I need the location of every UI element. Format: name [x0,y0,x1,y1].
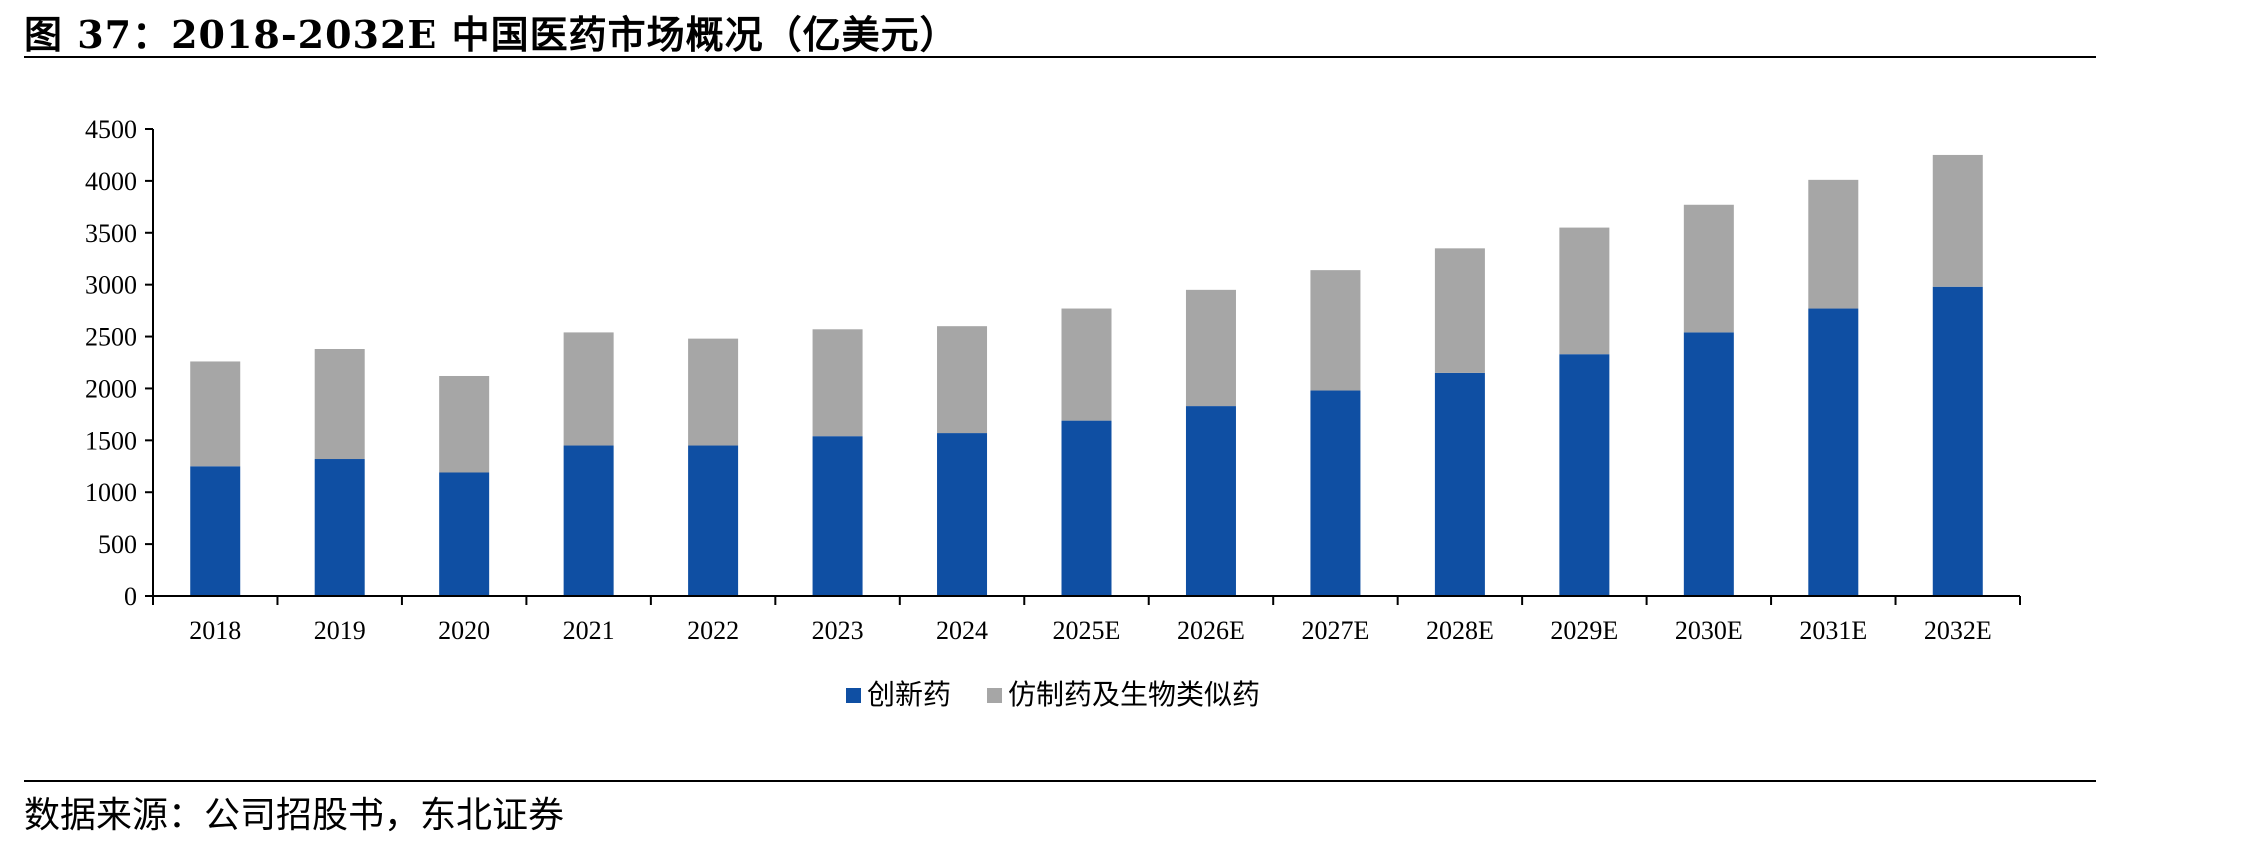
x-tick-label: 2020 [438,616,490,645]
x-tick-label: 2022 [687,616,739,645]
bar-innovative-2031E [1808,308,1859,596]
y-tick-label: 3500 [85,219,137,248]
x-tick-label: 2021 [563,616,615,645]
bar-generic-2024 [937,326,988,434]
y-tick-label: 500 [98,530,137,559]
bar-innovative-2025E [1061,420,1112,596]
x-tick-label: 2024 [936,616,988,645]
bar-innovative-2018 [190,466,241,596]
y-tick-label: 1500 [85,426,137,455]
bar-generic-2020 [439,375,490,473]
legend-swatch-innovative [846,688,861,703]
bar-innovative-2020 [439,472,490,596]
x-tick-label: 2031E [1799,616,1867,645]
x-tick-label: 2029E [1550,616,1618,645]
x-tick-label: 2019 [314,616,366,645]
bar-generic-2027E [1310,270,1361,391]
x-tick-label: 2023 [812,616,864,645]
bar-innovative-2029E [1559,354,1610,596]
y-tick-label: 3000 [85,271,137,300]
bar-generic-2019 [314,349,365,460]
bar-generic-2021 [563,332,614,446]
y-tick-label: 2000 [85,374,137,403]
bar-generic-2018 [190,361,241,467]
bar-innovative-2023 [812,436,863,596]
bar-innovative-2030E [1683,332,1734,596]
stacked-bar-chart: 0 500 1000 1500 2000 2500 3000 3500 4000 4500 2018… [85,115,2021,711]
y-tick-label: 4500 [85,115,137,144]
y-tick-label: 4000 [85,167,137,196]
legend: 创新药 仿制药及生物类似药 [846,678,1260,711]
title-rule [24,56,2096,58]
bar-innovative-2028E [1434,372,1485,596]
source-rule [24,780,2096,782]
bar-generic-2026E [1185,289,1236,407]
x-tick-label: 2028E [1426,616,1494,645]
x-tick-label: 2027E [1301,616,1369,645]
figure-title: 图 37：2018-2032E 中国医药市场概况（亿美元） [24,12,959,57]
legend-swatch-generic [987,688,1003,703]
bar-generic-2029E [1559,227,1610,355]
bar-generic-2023 [812,329,863,437]
bar-generic-2025E [1061,308,1112,421]
bar-generic-2030E [1683,204,1734,333]
bar-innovative-2026E [1185,406,1236,596]
x-tick-label: 2032E [1924,616,1992,645]
x-tick-label: 2025E [1053,616,1121,645]
y-tick-label: 1000 [85,478,137,507]
bar-generic-2022 [688,338,739,446]
bar-innovative-2027E [1310,390,1361,596]
source-note: 数据来源：公司招股书，东北证券 [24,795,565,836]
bar-innovative-2021 [563,445,614,596]
x-tick-label: 2026E [1177,616,1245,645]
y-tick-label: 0 [124,582,137,611]
bar-innovative-2019 [314,459,365,596]
y-tick-label: 2500 [85,323,137,352]
bar-innovative-2024 [937,433,988,596]
axes-layer: 0 500 1000 1500 2000 2500 3000 3500 4000 4500 2018… [85,115,2021,645]
bars-layer [190,154,1983,596]
legend-label-innovative: 创新药 [867,678,951,711]
bar-innovative-2032E [1932,286,1983,596]
x-tick-label: 2018 [189,616,241,645]
bar-generic-2031E [1808,179,1859,309]
bar-generic-2028E [1434,248,1485,373]
bar-generic-2032E [1932,154,1983,287]
bar-innovative-2022 [688,445,739,596]
x-tick-label: 2030E [1675,616,1743,645]
legend-label-generic: 仿制药及生物类似药 [1008,678,1260,711]
